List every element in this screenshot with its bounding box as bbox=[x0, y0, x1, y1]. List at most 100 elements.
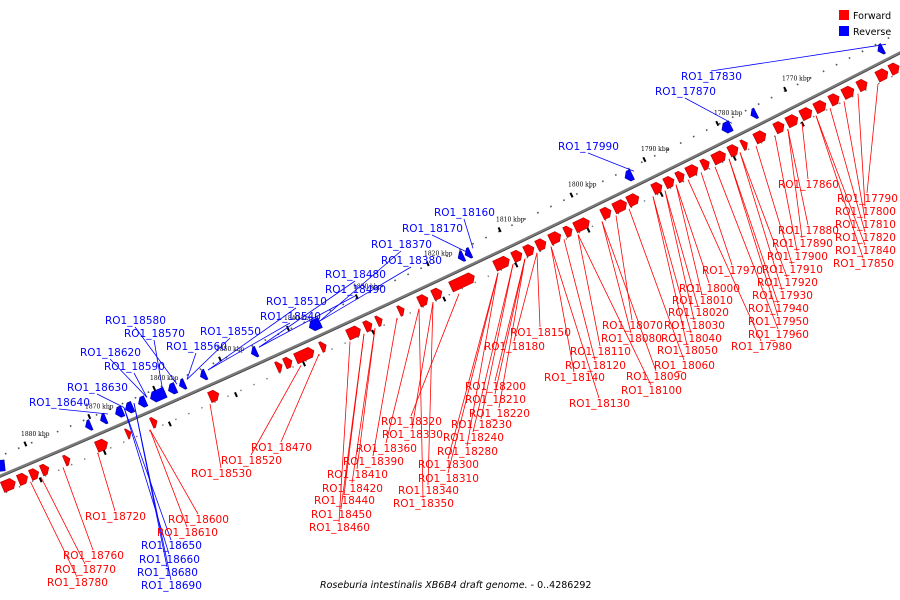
gene-label: RO1_17850 bbox=[833, 258, 894, 270]
leader-line bbox=[466, 272, 499, 447]
major-tick bbox=[642, 156, 647, 163]
forward-gene-arrow[interactable] bbox=[611, 198, 629, 215]
reverse-genes[interactable] bbox=[0, 43, 886, 472]
forward-gene-arrow[interactable] bbox=[874, 67, 891, 83]
forward-gene-arrow[interactable] bbox=[650, 180, 665, 196]
gene-label: RO1_18360 bbox=[356, 443, 417, 455]
gene-label: RO1_18160 bbox=[434, 207, 495, 219]
forward-gene-arrow[interactable] bbox=[207, 388, 221, 403]
reverse-gene-arrow[interactable] bbox=[148, 386, 168, 404]
minor-tick bbox=[187, 412, 190, 415]
major-tick bbox=[783, 86, 788, 92]
reverse-gene-arrow[interactable] bbox=[456, 250, 467, 264]
forward-gene-arrow[interactable] bbox=[572, 216, 592, 234]
leader-line bbox=[351, 328, 376, 484]
gene-label: RO1_18330 bbox=[382, 429, 443, 441]
forward-gene-arrow[interactable] bbox=[752, 129, 769, 145]
forward-gene-arrow[interactable] bbox=[510, 248, 525, 263]
reverse-gene-arrow[interactable] bbox=[83, 419, 94, 432]
gene-label: RO1_18350 bbox=[393, 498, 454, 510]
forward-gene-arrow[interactable] bbox=[0, 477, 17, 493]
forward-gene-arrow[interactable] bbox=[62, 454, 72, 467]
reverse-gene-arrow[interactable] bbox=[307, 317, 323, 332]
forward-gene-arrow[interactable] bbox=[293, 346, 316, 365]
reverse-gene-arrow[interactable] bbox=[177, 378, 188, 390]
minor-tick bbox=[614, 173, 617, 177]
reverse-gene-arrow[interactable] bbox=[198, 368, 209, 381]
gene-label: RO1_18230 bbox=[451, 419, 512, 431]
minor-tick bbox=[83, 458, 86, 460]
gene-label: RO1_18200 bbox=[465, 381, 526, 393]
forward-gene-arrow[interactable] bbox=[534, 237, 549, 252]
gene-label: RO1_18300 bbox=[418, 459, 479, 471]
reverse-gene-arrow[interactable] bbox=[875, 43, 886, 56]
forward-gene-arrow[interactable] bbox=[855, 77, 870, 93]
forward-gene-arrow[interactable] bbox=[430, 286, 445, 301]
forward-gene-arrow[interactable] bbox=[699, 157, 712, 171]
forward-gene-arrow[interactable] bbox=[28, 467, 41, 481]
reverse-gene-arrow[interactable] bbox=[748, 107, 760, 121]
reverse-gene-arrow[interactable] bbox=[249, 345, 260, 358]
forward-gene-arrow[interactable] bbox=[726, 143, 741, 158]
forward-gene-arrow[interactable] bbox=[124, 427, 133, 440]
forward-gene-arrow[interactable] bbox=[739, 138, 750, 151]
reverse-gene-arrow[interactable] bbox=[0, 459, 6, 472]
reverse-gene-arrow[interactable] bbox=[623, 169, 635, 183]
reverse-gene-arrow[interactable] bbox=[136, 395, 149, 409]
major-tick bbox=[302, 361, 307, 367]
reverse-gene-arrow[interactable] bbox=[123, 401, 136, 414]
minor-tick bbox=[848, 56, 851, 60]
forward-gene-arrow[interactable] bbox=[772, 120, 787, 135]
forward-gene-arrow[interactable] bbox=[318, 340, 328, 353]
forward-gene-arrow[interactable] bbox=[274, 360, 284, 373]
reverse-gene-arrow[interactable] bbox=[113, 405, 126, 419]
forward-gene-arrow[interactable] bbox=[39, 463, 51, 477]
forward-gene-arrow[interactable] bbox=[522, 243, 537, 258]
forward-gene-arrow[interactable] bbox=[684, 163, 701, 179]
minor-tick bbox=[121, 402, 124, 405]
leader-line bbox=[652, 196, 692, 334]
forward-gene-arrow[interactable] bbox=[812, 99, 829, 115]
leader-line bbox=[494, 258, 526, 395]
forward-gene-arrow[interactable] bbox=[827, 92, 842, 107]
gene-label: RO1_18050 bbox=[657, 345, 718, 357]
forward-gene-arrow[interactable] bbox=[149, 416, 159, 429]
leader-line bbox=[652, 196, 688, 346]
minor-tick bbox=[383, 324, 386, 327]
forward-gene-arrow[interactable] bbox=[887, 61, 900, 76]
forward-gene-arrow[interactable] bbox=[448, 271, 477, 293]
forward-gene-arrow[interactable] bbox=[674, 169, 687, 184]
forward-genes[interactable] bbox=[0, 61, 900, 493]
leader-line bbox=[447, 272, 499, 460]
forward-gene-arrow[interactable] bbox=[374, 314, 385, 327]
reverse-gene-arrow[interactable] bbox=[98, 412, 109, 425]
leader-line bbox=[40, 477, 86, 565]
reverse-gene-arrow[interactable] bbox=[719, 120, 734, 135]
gene-label: RO1_18410 bbox=[327, 469, 388, 481]
forward-gene-arrow[interactable] bbox=[784, 113, 801, 129]
forward-gene-arrow[interactable] bbox=[625, 192, 642, 208]
forward-gene-arrow[interactable] bbox=[492, 254, 512, 272]
forward-gene-arrow[interactable] bbox=[396, 304, 407, 317]
forward-gene-arrow[interactable] bbox=[362, 319, 375, 333]
forward-gene-arrow[interactable] bbox=[547, 230, 564, 246]
minor-tick bbox=[56, 430, 59, 433]
forward-gene-arrow[interactable] bbox=[840, 84, 857, 100]
forward-gene-arrow[interactable] bbox=[798, 106, 815, 122]
leader-line bbox=[209, 404, 222, 469]
reverse-gene-arrow[interactable] bbox=[463, 247, 474, 260]
forward-gene-arrow[interactable] bbox=[599, 205, 614, 221]
gene-label: RO1_18210 bbox=[465, 394, 526, 406]
forward-gene-arrow[interactable] bbox=[94, 437, 109, 453]
forward-gene-arrow[interactable] bbox=[345, 324, 363, 341]
forward-gene-arrow[interactable] bbox=[16, 472, 29, 486]
forward-gene-arrow[interactable] bbox=[562, 224, 575, 238]
forward-gene-arrow[interactable] bbox=[710, 149, 728, 166]
forward-gene-arrow[interactable] bbox=[416, 293, 431, 308]
forward-gene-arrow[interactable] bbox=[662, 175, 677, 190]
reverse-gene-arrow[interactable] bbox=[166, 382, 179, 395]
forward-gene-arrow[interactable] bbox=[282, 356, 294, 370]
gene-label: RO1_18580 bbox=[105, 315, 166, 327]
gene-label: RO1_17920 bbox=[757, 277, 818, 289]
